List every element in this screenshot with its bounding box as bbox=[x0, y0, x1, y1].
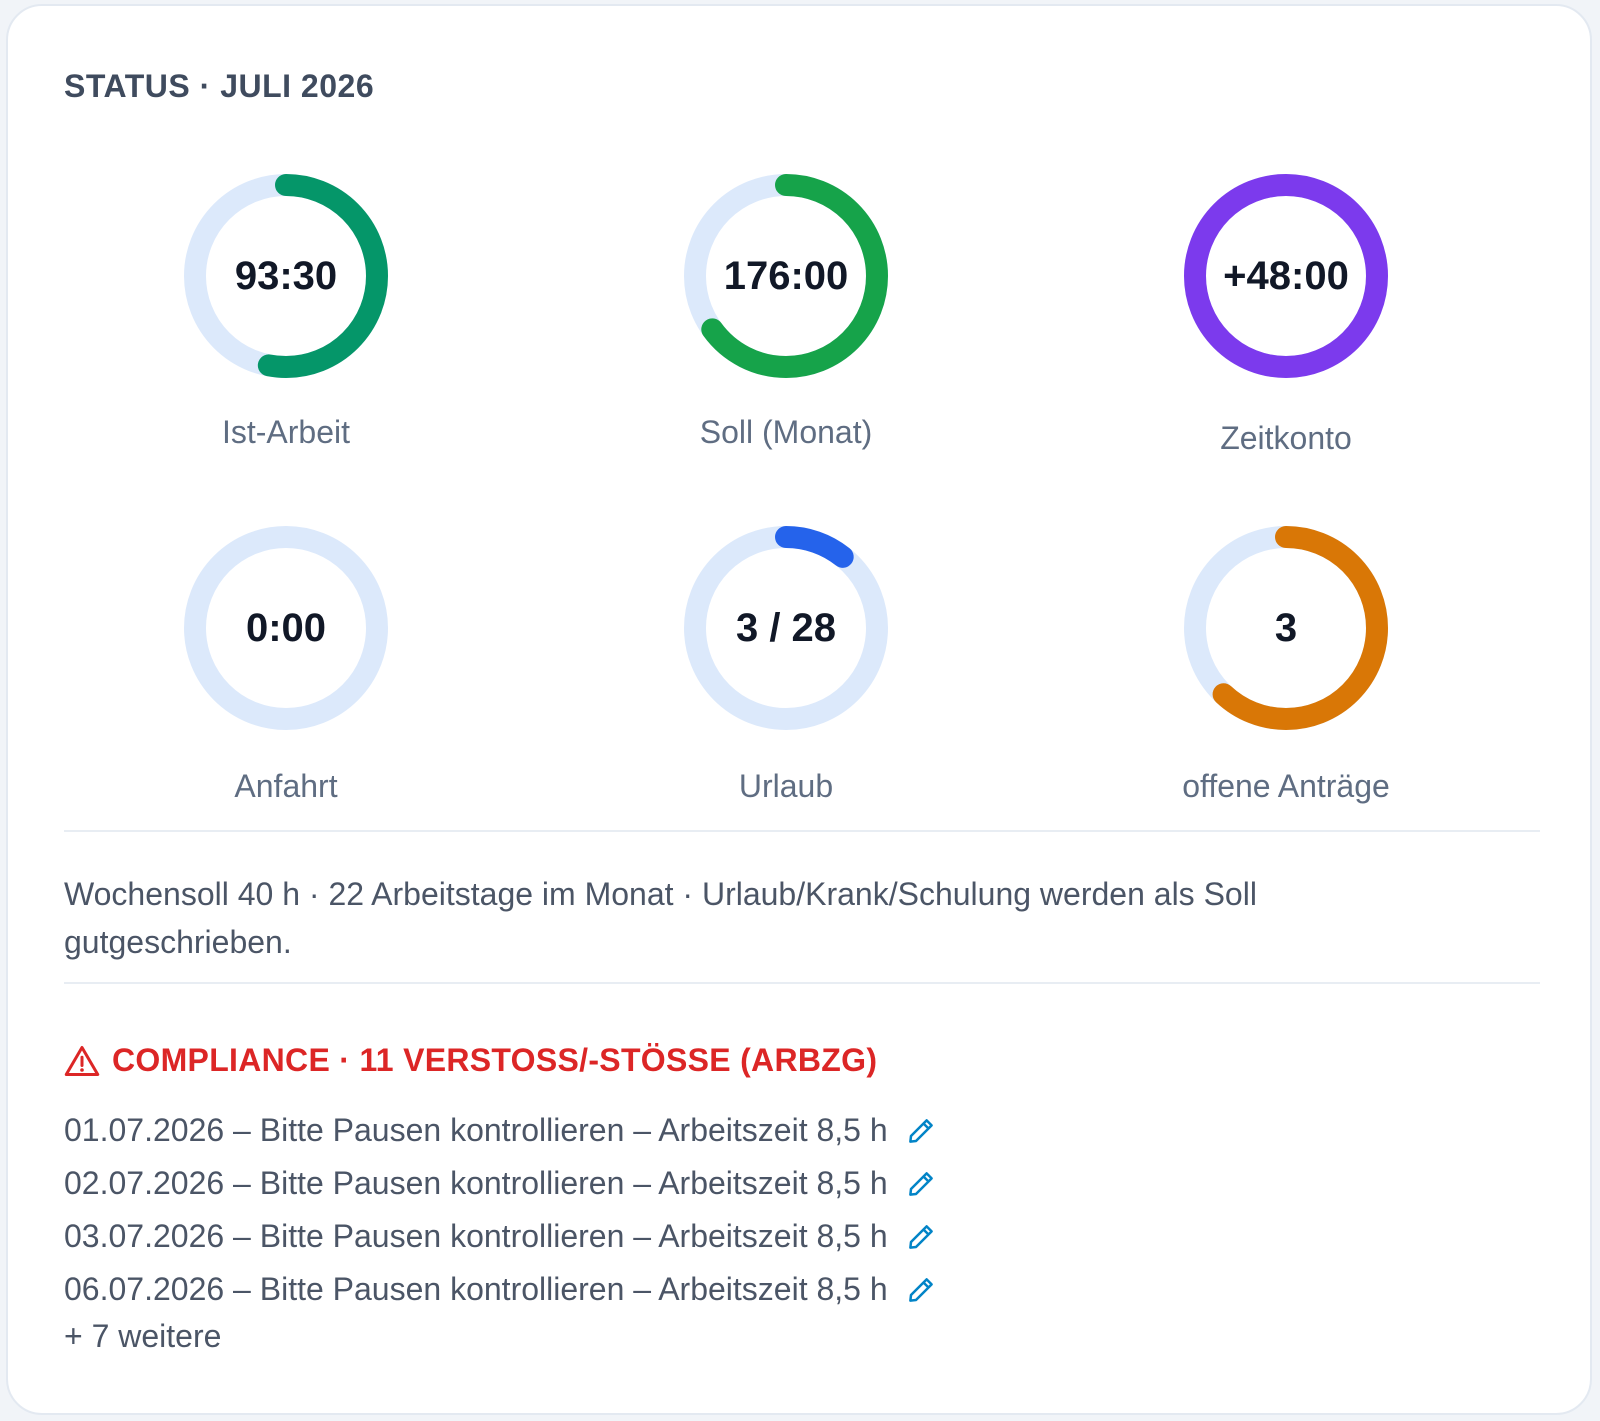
ring-graphic bbox=[1184, 174, 1388, 378]
metric-soll: 176:00 Soll (Monat) bbox=[606, 168, 966, 451]
anfahrt-value: 0:00 bbox=[245, 605, 327, 650]
ring-graphic bbox=[684, 526, 888, 730]
pencil-icon[interactable] bbox=[906, 1275, 936, 1305]
ring-progress-arc bbox=[184, 174, 388, 378]
soll-ring: 176:00 bbox=[678, 168, 894, 384]
violation-text: 06.07.2026 – Bitte Pausen kontrollieren … bbox=[64, 1271, 888, 1307]
zeitkonto-value: +48:00 bbox=[1223, 253, 1349, 298]
card-title: STATUS · JULI 2026 bbox=[64, 68, 375, 104]
violation-item: 03.07.2026 – Bitte Pausen kontrollieren … bbox=[64, 1210, 936, 1263]
urlaub-label: Urlaub bbox=[738, 768, 834, 804]
soll-label: Soll (Monat) bbox=[699, 414, 873, 450]
violation-item: 02.07.2026 – Bitte Pausen kontrollieren … bbox=[64, 1157, 936, 1210]
zeitkonto-label: Zeitkonto bbox=[1220, 420, 1352, 456]
zeitkonto-ring: +48:00 bbox=[1178, 168, 1394, 384]
anfahrt-ring: 0:00 bbox=[178, 520, 394, 736]
violation-list: 01.07.2026 – Bitte Pausen kontrollieren … bbox=[64, 1104, 936, 1316]
more-violations-link[interactable]: + 7 weitere bbox=[64, 1318, 222, 1354]
urlaub-ring: 3 / 28 bbox=[678, 520, 894, 736]
metric-anfahrt: 0:00 Anfahrt bbox=[106, 520, 466, 805]
anfahrt-label: Anfahrt bbox=[234, 768, 338, 804]
pencil-icon[interactable] bbox=[906, 1116, 936, 1146]
compliance-heading: COMPLIANCE · 11 VERSTOSS/-STÖSSE (ARBZG) bbox=[64, 1042, 877, 1079]
metric-offene-antraege: 3 offene Anträge bbox=[1106, 520, 1466, 805]
violation-item: 01.07.2026 – Bitte Pausen kontrollieren … bbox=[64, 1104, 936, 1157]
violation-text: 01.07.2026 – Bitte Pausen kontrollieren … bbox=[64, 1112, 888, 1148]
ring-graphic bbox=[684, 174, 888, 378]
ring-track bbox=[184, 526, 388, 730]
ist-arbeit-ring: 93:30 bbox=[178, 168, 394, 384]
violation-item: 06.07.2026 – Bitte Pausen kontrollieren … bbox=[64, 1263, 936, 1316]
violation-text: 02.07.2026 – Bitte Pausen kontrollieren … bbox=[64, 1165, 888, 1201]
violation-text: 03.07.2026 – Bitte Pausen kontrollieren … bbox=[64, 1218, 888, 1254]
ring-graphic bbox=[184, 526, 388, 730]
antraege-ring: 3 bbox=[1178, 520, 1394, 736]
antraege-value: 3 bbox=[1274, 605, 1298, 650]
ring-progress-arc bbox=[1184, 526, 1388, 730]
info-note: Wochensoll 40 h · 22 Arbeitstage im Mona… bbox=[64, 876, 1257, 960]
warning-icon bbox=[64, 1045, 100, 1076]
ring-graphic bbox=[1184, 526, 1388, 730]
divider bbox=[64, 982, 1540, 984]
status-card: STATUS · JULI 2026 93:30 Ist-Arbeit 176:… bbox=[6, 4, 1592, 1415]
ring-progress-arc bbox=[684, 174, 888, 378]
ist-arbeit-value: 93:30 bbox=[234, 253, 338, 298]
pencil-icon[interactable] bbox=[906, 1222, 936, 1252]
compliance-title: COMPLIANCE · 11 VERSTOSS/-STÖSSE (ARBZG) bbox=[112, 1042, 878, 1078]
soll-value: 176:00 bbox=[723, 253, 849, 298]
ist-arbeit-label: Ist-Arbeit bbox=[221, 414, 351, 450]
urlaub-value: 3 / 28 bbox=[735, 605, 837, 650]
metric-ist-arbeit: 93:30 Ist-Arbeit bbox=[106, 168, 466, 451]
divider bbox=[64, 830, 1540, 832]
antraege-label: offene Anträge bbox=[1182, 768, 1390, 804]
metric-zeitkonto: +48:00 Zeitkonto bbox=[1106, 168, 1466, 457]
ring-graphic bbox=[184, 174, 388, 378]
metric-urlaub: 3 / 28 Urlaub bbox=[606, 520, 966, 805]
ring-progress-arc bbox=[684, 526, 888, 730]
ring-progress-arc bbox=[1184, 174, 1388, 378]
pencil-icon[interactable] bbox=[906, 1169, 936, 1199]
